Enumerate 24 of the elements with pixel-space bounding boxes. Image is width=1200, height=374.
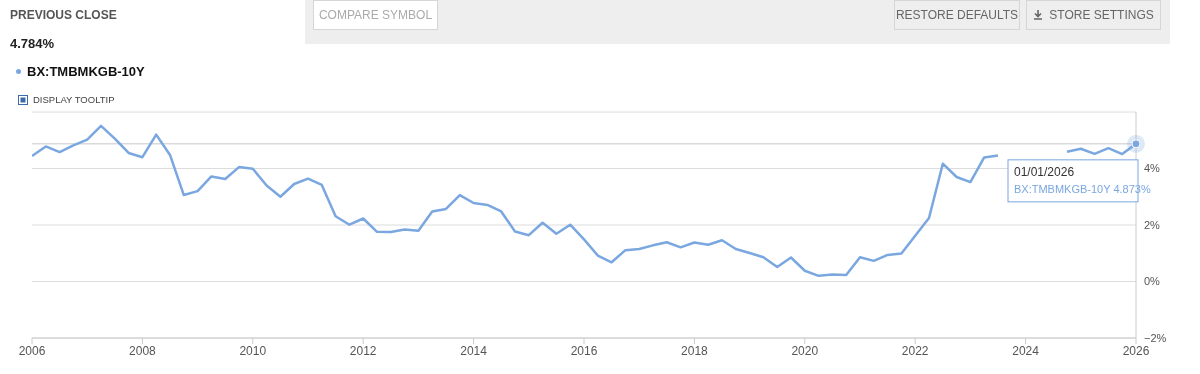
x-tick-label: 2014	[460, 343, 488, 358]
x-tick-label: 2026	[1122, 343, 1150, 358]
chart-subtitle: 4.784%	[10, 36, 55, 51]
text: RESTORE DEFAULTS	[895, 8, 1019, 22]
x-tick-label: 2018	[681, 343, 709, 358]
x-tick-label: 2020	[791, 343, 819, 358]
y-tick-label: −2%	[1144, 331, 1167, 344]
x-tick-label: 2016	[570, 343, 598, 358]
text: DISPLAY TOOLTIP	[33, 94, 115, 105]
text: COMPARE SYMBOL	[318, 8, 433, 22]
x-tick-label: 2008	[129, 343, 157, 358]
x-tick-label: 2010	[239, 343, 267, 358]
legend-label: BX:TMBMKGB-10Y	[27, 64, 145, 79]
annotation: 01/01/2026	[1014, 164, 1075, 179]
y-tick-label: 0%	[1144, 275, 1161, 288]
x-tick-label: 2024	[1012, 343, 1040, 358]
x-tick-label: 2022	[901, 343, 929, 358]
y-tick-label: 2%	[1144, 218, 1161, 231]
x-tick-label: 2012	[349, 343, 377, 358]
x-tick-label: 2006	[18, 343, 46, 358]
text: STORE SETTINGS	[1049, 8, 1154, 22]
annotation: BX:TMBMKGB-10Y 4.873%	[1014, 182, 1151, 195]
y-tick-label: 4%	[1144, 162, 1161, 175]
chart-title: PREVIOUS CLOSE	[10, 8, 117, 22]
